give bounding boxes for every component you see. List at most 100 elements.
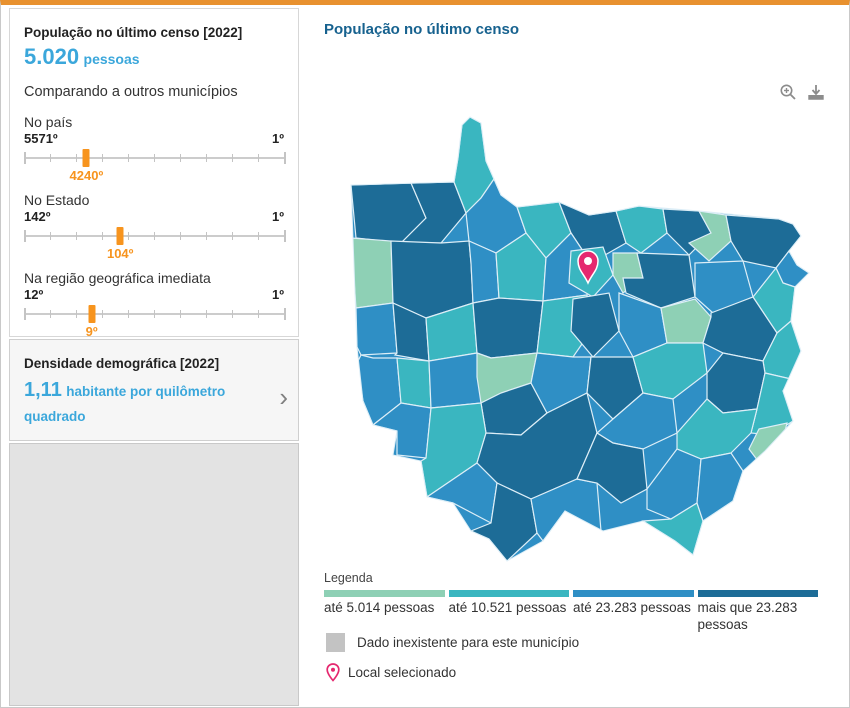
slider-tick xyxy=(50,310,51,318)
municipality-cell[interactable] xyxy=(570,292,620,358)
slider-tick xyxy=(154,154,155,162)
ranking-state: No Estado 142º 1º 104º xyxy=(24,192,286,261)
municipality-cell[interactable] xyxy=(706,352,766,414)
slider-tick xyxy=(258,310,259,318)
ranking-region: Na região geográfica imediata 12º 1º 9º xyxy=(24,270,286,339)
slider-tick xyxy=(206,154,207,162)
no-data-label: Dado inexistente para este município xyxy=(357,635,580,650)
density-value-unit: habitante por quilômetro quadrado xyxy=(24,384,226,424)
slider-tick xyxy=(102,232,103,240)
legend-title: Legenda xyxy=(324,571,373,585)
slider-tick xyxy=(154,310,155,318)
selected-location-pin xyxy=(577,250,599,285)
map-pin-hole xyxy=(584,257,592,265)
selected-location-label: Local selecionado xyxy=(348,665,457,680)
legend-classes: até 5.014 pessoas até 10.521 pessoas até… xyxy=(324,590,818,634)
municipality-cells[interactable] xyxy=(351,117,809,561)
slider-marker-value: 4240º xyxy=(69,168,104,183)
slider-tick xyxy=(128,310,129,318)
municipality-cell[interactable] xyxy=(472,297,544,359)
slider-tick xyxy=(50,154,51,162)
slider-tick xyxy=(232,310,233,318)
census-value-number: 5.020 xyxy=(24,44,80,69)
legend-selected-location: Local selecionado xyxy=(326,663,456,682)
legend-class-label: até 5.014 pessoas xyxy=(324,600,435,615)
ranking-label: No Estado xyxy=(24,192,90,208)
municipality-cell[interactable] xyxy=(351,237,394,309)
slider-tick xyxy=(24,152,26,164)
municipality-cell[interactable] xyxy=(696,452,744,522)
zoom-in-icon[interactable] xyxy=(779,83,797,101)
census-indicator-card: População no último censo [2022] 5.020 p… xyxy=(9,8,299,339)
census-title: População no último censo [2022] xyxy=(24,25,243,40)
density-title: Densidade demográfica [2022] xyxy=(24,356,220,371)
slider-tick xyxy=(102,310,103,318)
municipality-cell[interactable] xyxy=(392,302,430,362)
slider-tick xyxy=(284,152,286,164)
slider-tick xyxy=(180,310,181,318)
legend-class-label: até 23.283 pessoas xyxy=(573,600,691,615)
legend-item: até 10.521 pessoas xyxy=(448,590,569,634)
slider-tick xyxy=(24,230,26,242)
slider-tick xyxy=(206,232,207,240)
slider-marker-value: 104º xyxy=(106,246,134,261)
ranking-extremes: 5571º 1º xyxy=(24,131,284,146)
ranking-best: 1º xyxy=(272,209,284,224)
slider-marker xyxy=(82,149,90,167)
ranking-worst: 5571º xyxy=(24,131,58,146)
slider-tick xyxy=(232,232,233,240)
slider-tick xyxy=(284,308,286,320)
ranking-worst: 142º xyxy=(24,209,51,224)
download-icon[interactable] xyxy=(807,83,825,101)
slider-tick xyxy=(180,232,181,240)
slider-tick xyxy=(76,154,77,162)
chevron-right-icon[interactable]: › xyxy=(279,382,288,412)
ranking-worst: 12º xyxy=(24,287,44,302)
map-toolbar xyxy=(779,83,825,101)
slider-tick xyxy=(24,308,26,320)
density-indicator-card[interactable]: Densidade demográfica [2022] 1,11 habita… xyxy=(9,339,299,441)
slider-tick xyxy=(206,310,207,318)
ranking-extremes: 142º 1º xyxy=(24,209,284,224)
municipality-cell[interactable] xyxy=(576,432,648,504)
legend-swatch-class3 xyxy=(573,590,694,597)
slider-tick xyxy=(76,310,77,318)
slider-tick xyxy=(284,230,286,242)
ranking-best: 1º xyxy=(272,287,284,302)
density-value-number: 1,11 xyxy=(24,379,62,401)
slider-tick xyxy=(258,154,259,162)
density-value: 1,11 habitante por quilômetro quadrado xyxy=(24,375,239,429)
slider-tick xyxy=(128,154,129,162)
ranking-extremes: 12º 1º xyxy=(24,287,284,302)
legend-item: até 23.283 pessoas xyxy=(573,590,694,634)
census-value: 5.020 pessoas xyxy=(24,44,284,70)
municipality-cell[interactable] xyxy=(396,357,432,409)
sidebar-empty-panel xyxy=(9,443,299,706)
legend-item: até 5.014 pessoas xyxy=(324,590,445,634)
comparing-label: Comparando a outros municípios xyxy=(24,84,238,100)
ranking-slider: 104º xyxy=(24,226,286,261)
municipality-cell[interactable] xyxy=(428,352,482,409)
map-title: População no último censo xyxy=(324,21,520,38)
legend-swatch-class2 xyxy=(448,590,569,597)
ranking-best: 1º xyxy=(272,131,284,146)
slider-tick xyxy=(128,232,129,240)
legend-no-data: Dado inexistente para este município xyxy=(326,633,579,652)
state-outline xyxy=(350,116,810,562)
municipality-cell[interactable] xyxy=(622,252,696,309)
slider-marker-value: 9º xyxy=(85,324,98,339)
census-value-unit: pessoas xyxy=(83,51,140,67)
legend-class-label: mais que 23.283 pessoas xyxy=(697,600,798,632)
legend-swatch-class1 xyxy=(324,590,445,597)
municipality-cell[interactable] xyxy=(355,302,398,356)
ranking-slider: 9º xyxy=(24,304,286,339)
slider-tick xyxy=(154,232,155,240)
slider-tick xyxy=(102,154,103,162)
slider-marker xyxy=(116,227,124,245)
slider-tick xyxy=(50,232,51,240)
choropleth-map[interactable] xyxy=(331,103,831,581)
no-data-swatch xyxy=(326,633,345,652)
ranking-label: Na região geográfica imediata xyxy=(24,270,211,286)
slider-marker xyxy=(88,305,96,323)
